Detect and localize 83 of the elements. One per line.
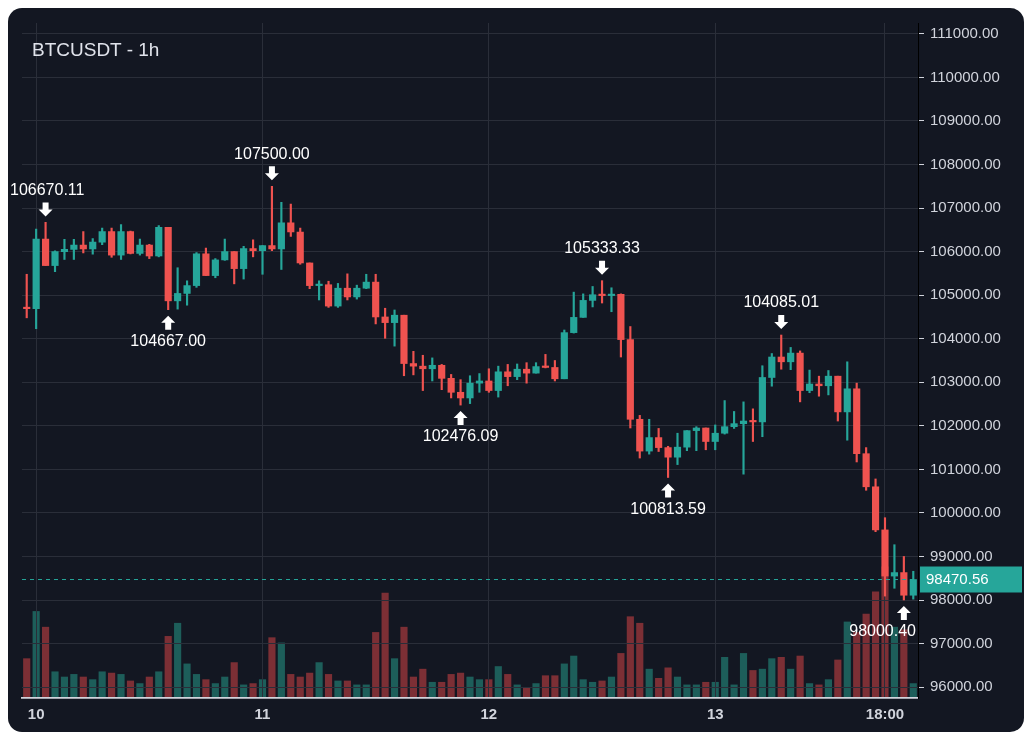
x-tick-label: 13 [706, 705, 724, 723]
annotation: 100813.59 [630, 499, 706, 517]
y-tick-label: 100000.00 [930, 503, 1001, 521]
bar [645, 668, 653, 698]
bar [683, 684, 691, 698]
y-tick-label: 111000.00 [930, 24, 999, 42]
bar [164, 636, 172, 698]
bar [721, 657, 729, 698]
bar [598, 680, 606, 698]
bar [532, 683, 540, 698]
bar [23, 658, 31, 698]
bar [400, 626, 408, 698]
bar [419, 668, 427, 698]
candlestick [664, 445, 672, 478]
annotation: 104667.00 [130, 332, 207, 350]
bar [230, 662, 238, 698]
bar [268, 637, 276, 698]
ref-line-label: 98470.56 [926, 569, 989, 587]
bar [787, 668, 795, 698]
annotation: 107500.00 [234, 144, 310, 162]
bar [381, 592, 389, 698]
bar [551, 675, 559, 698]
y-tick-label: 102000.00 [930, 415, 1001, 433]
y-tick-label: 96000.00 [930, 677, 993, 695]
bar [768, 658, 776, 698]
bar [447, 674, 455, 698]
bar [494, 666, 502, 698]
annotation: 102476.09 [422, 427, 499, 445]
y-tick-label: 101000.00 [930, 459, 1001, 477]
bar [570, 655, 578, 698]
bar [192, 674, 201, 698]
bar [749, 670, 757, 698]
y-tick-label: 97000.00 [930, 633, 993, 651]
bar [664, 667, 672, 698]
bar [626, 616, 634, 698]
y-tick-label: 108000.00 [930, 154, 1001, 172]
bar [636, 622, 644, 698]
bar [51, 671, 59, 698]
text: BTCUSDT - 1h [32, 39, 160, 61]
bar [796, 655, 804, 698]
bar [334, 680, 342, 698]
bar [70, 674, 78, 698]
bar [372, 632, 380, 698]
x-tick-label: 12 [480, 705, 498, 723]
y-tick-label: 106000.00 [930, 241, 1001, 259]
annotation: 105333.33 [564, 239, 640, 257]
y-tick-label: 107000.00 [930, 198, 1001, 216]
y-tick-label: 109000.00 [930, 111, 1001, 129]
bar [315, 662, 323, 698]
bar [815, 684, 823, 698]
bar [277, 642, 285, 698]
bar [504, 674, 512, 698]
bar [324, 674, 333, 698]
bar [390, 658, 399, 698]
y-tick-label: 104000.00 [930, 328, 1001, 346]
bar [287, 674, 295, 698]
x-tick-label: 11 [254, 705, 271, 723]
bar [758, 668, 766, 698]
annotation: 98000.40 [849, 622, 917, 640]
bar [98, 671, 106, 698]
y-tick-label: 98000.00 [930, 590, 993, 608]
bar [739, 653, 748, 698]
bar [117, 674, 125, 698]
bar [183, 663, 191, 698]
bar [560, 663, 568, 698]
bar [843, 621, 851, 698]
bar [466, 676, 474, 698]
y-tick-label: 99000.00 [930, 546, 993, 564]
y-tick-label: 105000.00 [930, 285, 1001, 303]
bar [42, 626, 50, 698]
annotation: 104085.01 [743, 293, 820, 311]
bar [617, 653, 625, 698]
x-tick-label: 18:00 [865, 705, 905, 723]
bar [777, 657, 785, 698]
y-tick-label: 103000.00 [930, 372, 1001, 390]
bar [174, 622, 182, 698]
x-tick-label: 10 [27, 705, 45, 723]
bar [834, 659, 842, 698]
annotation: 106670.11 [10, 180, 85, 198]
y-tick-label: 110000.00 [930, 67, 1000, 85]
bar [155, 671, 163, 698]
bar [249, 683, 257, 698]
bar [541, 675, 550, 698]
